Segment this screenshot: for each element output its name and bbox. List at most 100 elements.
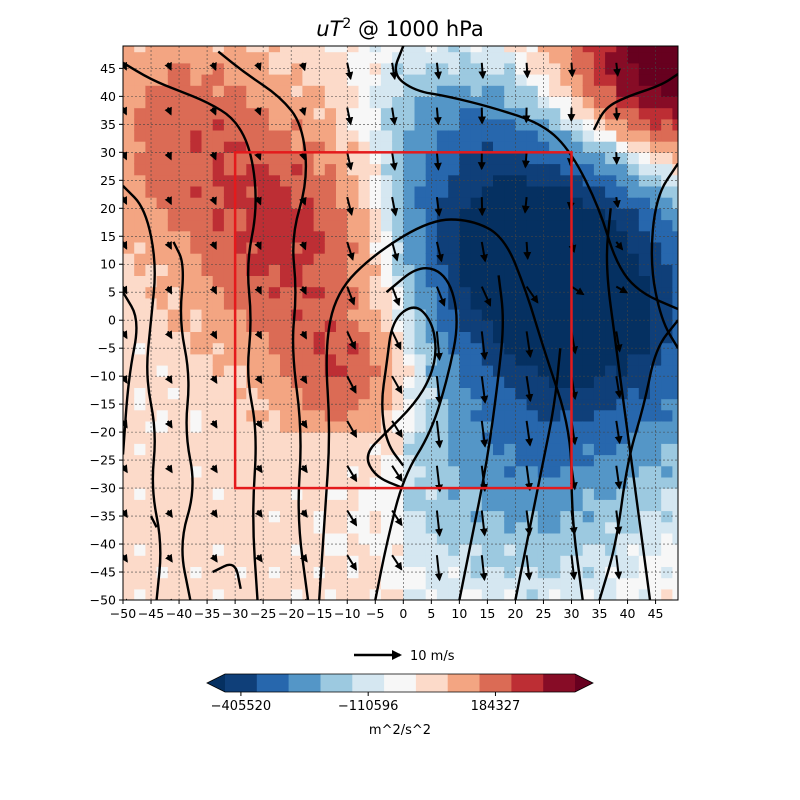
field-cell: [571, 544, 584, 556]
field-cell: [605, 353, 617, 366]
field-cell: [380, 309, 393, 321]
field-cell: [212, 544, 225, 556]
field-cell: [380, 174, 393, 187]
field-cell: [627, 46, 640, 53]
field-cell: [459, 197, 472, 209]
field-cell: [392, 521, 404, 534]
field-cell: [560, 174, 573, 187]
y-tick-label: −10: [90, 369, 116, 384]
field-cell: [414, 208, 427, 221]
field-cell: [616, 532, 629, 545]
field-cell: [436, 118, 449, 131]
field-cell: [403, 555, 416, 567]
field-cell: [515, 387, 528, 400]
field-cell: [324, 219, 337, 232]
field-cell: [504, 331, 516, 344]
field-cell: [347, 46, 359, 53]
field-cell: [504, 62, 516, 75]
field-cell: [123, 253, 135, 265]
field-cell: [347, 588, 359, 600]
field-cell: [179, 96, 191, 109]
wind-vector: [480, 241, 488, 263]
field-cell: [470, 476, 483, 489]
field-cell: [672, 241, 678, 254]
field-cell: [380, 476, 393, 489]
field-cell: [650, 342, 662, 355]
field-cell: [560, 74, 573, 86]
field-cell: [582, 544, 595, 556]
field-cell: [493, 118, 505, 131]
field-cell: [369, 331, 382, 344]
field-cell: [324, 353, 337, 366]
field-cell: [358, 555, 371, 567]
field-cell: [493, 174, 505, 187]
field-cell: [358, 342, 371, 355]
field-cell: [380, 107, 393, 120]
field-cell: [470, 163, 483, 176]
field-cell: [470, 588, 483, 600]
field-cell: [268, 208, 281, 221]
field-cell: [347, 465, 359, 478]
field-cell: [358, 476, 371, 489]
field-cell: [291, 331, 303, 344]
field-cell: [650, 96, 662, 109]
field-cell: [672, 476, 678, 489]
field-cell: [650, 309, 662, 321]
y-tick-label: −50: [90, 593, 116, 608]
field-cell: [582, 443, 595, 456]
field-cell: [459, 129, 472, 142]
wind-vector: [391, 509, 403, 527]
field-cell: [336, 219, 348, 232]
field-cell: [627, 163, 640, 176]
field-cell: [156, 286, 169, 299]
field-cell: [358, 241, 371, 254]
field-cell: [179, 163, 191, 176]
field-cell: [369, 62, 382, 75]
field-cell: [470, 253, 483, 265]
field-cell: [280, 432, 292, 444]
field-cell: [571, 297, 584, 310]
field-cell: [268, 264, 281, 276]
field-cell: [291, 309, 303, 321]
field-cell: [526, 219, 539, 232]
field-cell: [235, 544, 247, 556]
field-cell: [246, 588, 259, 600]
field-cell: [414, 74, 427, 86]
field-cell: [470, 342, 483, 355]
field-cell: [246, 219, 259, 232]
field-cell: [650, 555, 662, 567]
field-cell: [392, 499, 404, 512]
field-cell: [145, 387, 158, 400]
wind-vector: [436, 599, 438, 600]
field-cell: [627, 443, 640, 456]
wind-vector: [299, 419, 308, 429]
field-cell: [246, 532, 259, 545]
field-cell: [313, 331, 326, 344]
field-cell: [268, 365, 281, 377]
field-cell: [560, 465, 573, 478]
field-cell: [549, 577, 561, 590]
field-cell: [257, 163, 270, 176]
field-cell: [481, 544, 494, 556]
field-cell: [235, 488, 247, 500]
field-cell: [223, 208, 236, 221]
field-cell: [414, 320, 427, 332]
wind-vector: [345, 62, 354, 81]
field-cell: [638, 152, 651, 165]
field-cell: [560, 365, 573, 377]
field-cell: [403, 96, 416, 109]
field-cell: [156, 129, 169, 142]
field-cell: [280, 476, 292, 489]
field-cell: [369, 96, 382, 109]
wind-vector: [346, 420, 358, 438]
field-cell: [571, 275, 584, 288]
field-cell: [593, 510, 606, 523]
field-cell: [123, 264, 135, 276]
field-cell: [223, 532, 236, 545]
field-cell: [291, 465, 303, 478]
wind-vector: [345, 152, 354, 171]
field-cell: [246, 46, 259, 53]
field-cell: [448, 409, 460, 422]
wind-vector: [434, 196, 443, 217]
field-cell: [493, 286, 505, 299]
